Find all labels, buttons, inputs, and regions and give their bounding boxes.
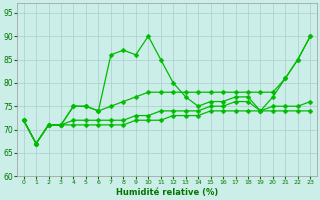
X-axis label: Humidité relative (%): Humidité relative (%)	[116, 188, 218, 197]
